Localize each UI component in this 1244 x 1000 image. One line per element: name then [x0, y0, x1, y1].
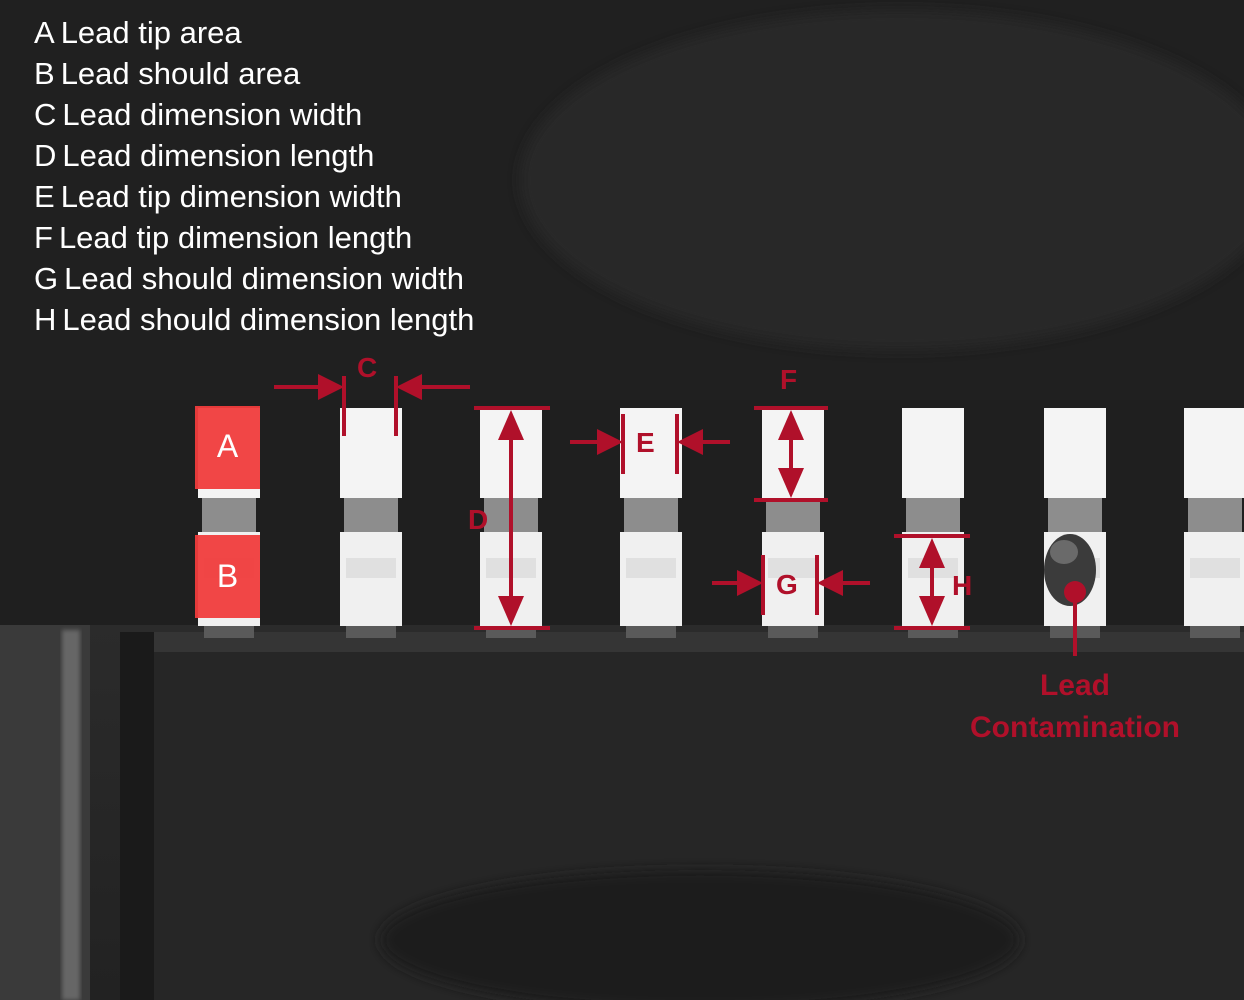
annotation-line-2: Contamination — [970, 711, 1180, 744]
dimension-label-h: H — [952, 570, 973, 601]
dimension-label-c: C — [357, 352, 378, 383]
legend-text: Lead should dimension width — [64, 261, 464, 296]
dimension-label-e: E — [636, 427, 655, 458]
legend-letter: H — [34, 302, 57, 337]
dimension-legend: A Lead tip area B Lead should area C Lead d… — [34, 12, 474, 340]
legend-letter: E — [34, 179, 55, 214]
legend-text: Lead tip dimension width — [60, 179, 402, 214]
legend-text: Lead tip dimension length — [58, 220, 413, 255]
legend-letter: C — [34, 97, 57, 132]
legend-item-g: G Lead should dimension width — [34, 258, 474, 299]
contamination-annotation: Lead Contamination — [940, 665, 1210, 749]
legend-letter: F — [34, 220, 53, 255]
area-box-a — [195, 406, 260, 489]
area-box-b — [195, 535, 260, 618]
legend-text: Lead should area — [60, 56, 301, 91]
legend-letter: B — [34, 56, 55, 91]
legend-text: Lead dimension width — [62, 97, 363, 132]
legend-letter: G — [34, 261, 59, 296]
legend-text: Lead tip area — [60, 15, 242, 50]
area-label-a: A — [216, 428, 239, 464]
legend-letter: A — [34, 15, 55, 50]
legend-item-e: E Lead tip dimension width — [34, 176, 474, 217]
dimension-label-d: D — [468, 504, 489, 535]
legend-item-c: C Lead dimension width — [34, 94, 474, 135]
legend-letter: D — [34, 138, 57, 173]
legend-item-h: H Lead should dimension length — [34, 299, 474, 340]
lead-2 — [340, 408, 402, 638]
legend-item-a: A Lead tip area — [34, 12, 474, 53]
annotation-line-1: Lead — [1039, 669, 1111, 702]
area-label-b: B — [216, 558, 239, 594]
dimension-label-f: F — [780, 364, 798, 395]
lead-8 — [1184, 408, 1244, 638]
dimension-label-g: G — [776, 569, 798, 600]
legend-text: Lead should dimension length — [62, 302, 475, 337]
legend-item-b: B Lead should area — [34, 53, 474, 94]
legend-item-d: D Lead dimension length — [34, 135, 474, 176]
legend-text: Lead dimension length — [62, 138, 375, 173]
legend-item-f: F Lead tip dimension length — [34, 217, 474, 258]
